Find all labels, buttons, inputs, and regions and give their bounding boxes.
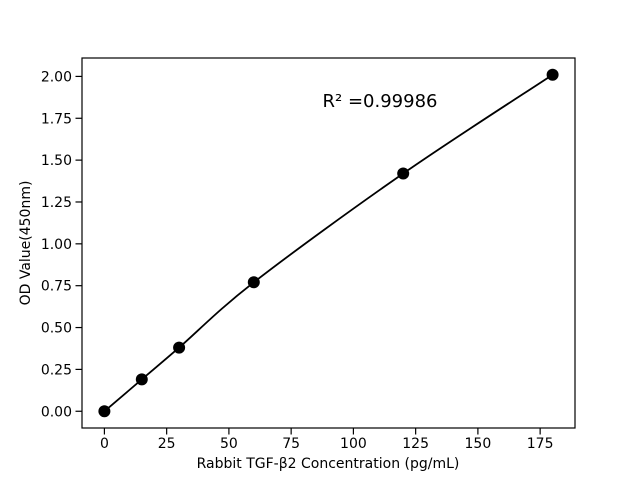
x-axis-label: Rabbit TGF-β2 Concentration (pg/mL) — [197, 456, 460, 472]
data-point — [247, 276, 260, 289]
y-tick-label: 0.25 — [41, 362, 72, 378]
y-tick-label: 1.00 — [41, 237, 72, 253]
y-tick-label: 0.00 — [41, 404, 72, 420]
x-tick-label: 125 — [402, 436, 429, 452]
data-point — [546, 68, 559, 81]
axes-spines — [81, 57, 576, 429]
x-tick-label: 0 — [100, 436, 109, 452]
data-point — [173, 341, 186, 354]
y-tick-label: 1.50 — [41, 153, 72, 169]
data-point — [98, 405, 111, 418]
x-tick-label: 75 — [282, 436, 300, 452]
x-tick-label: 25 — [158, 436, 176, 452]
y-tick-label: 0.50 — [41, 321, 72, 337]
x-tick-label: 100 — [340, 436, 367, 452]
data-point — [397, 167, 410, 180]
y-axis-label: OD Value(450nm) — [18, 181, 34, 306]
x-tick-label: 175 — [527, 436, 554, 452]
y-tick-label: 1.25 — [41, 195, 72, 211]
data-point — [135, 373, 148, 386]
x-tick-label: 50 — [220, 436, 238, 452]
y-tick-label: 2.00 — [41, 69, 72, 85]
r-squared-annotation: R² =0.99986 — [323, 91, 438, 112]
y-tick-label: 0.75 — [41, 279, 72, 295]
x-tick-label: 150 — [465, 436, 492, 452]
plot-area: 0 25 50 75 100 125 150 175 0.00 0.25 0.50 0.75 1.00 1… — [41, 57, 576, 452]
fit-curve — [103, 73, 554, 412]
y-tick-label: 1.75 — [41, 111, 72, 127]
